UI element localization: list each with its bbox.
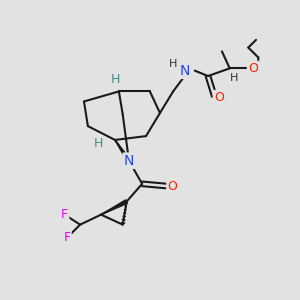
Text: H: H bbox=[110, 74, 120, 86]
Polygon shape bbox=[115, 140, 130, 162]
Polygon shape bbox=[101, 200, 128, 214]
Text: H: H bbox=[169, 59, 177, 70]
Text: O: O bbox=[167, 180, 177, 193]
Text: O: O bbox=[248, 62, 258, 75]
Text: F: F bbox=[63, 231, 70, 244]
Text: O: O bbox=[214, 91, 224, 104]
Text: N: N bbox=[124, 154, 134, 168]
Text: H: H bbox=[93, 137, 103, 150]
Text: N: N bbox=[180, 64, 190, 78]
Text: H: H bbox=[230, 73, 238, 82]
Text: F: F bbox=[61, 208, 68, 221]
